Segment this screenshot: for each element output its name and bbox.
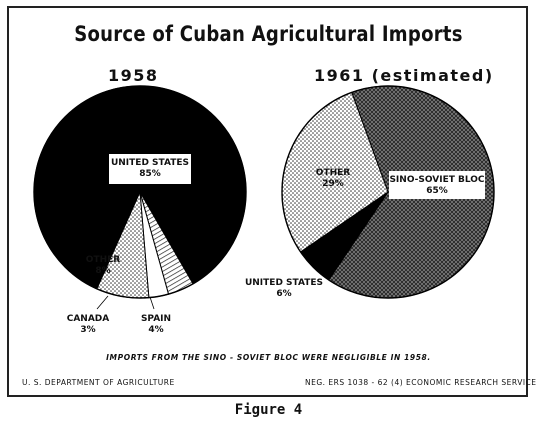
- footnote: IMPORTS FROM THE SINO - SOVIET BLOC WERE…: [106, 353, 431, 362]
- pie-1958-label-united-states: UNITED STATES 85%: [111, 158, 189, 179]
- pie-1961-title: 1961 (estimated): [314, 66, 494, 85]
- pie-1961-label-sino-soviet-bloc: SINO-SOVIET BLOC 65%: [389, 175, 484, 196]
- pie-1958-label-other: OTHER 8%: [86, 255, 120, 276]
- pie-1958-leader-spain: [149, 296, 155, 310]
- chart-title: Source of Cuban Agricultural Imports: [74, 22, 463, 46]
- pie-1961-label-other: OTHER 29%: [316, 168, 350, 189]
- pie-1958-title: 1958: [108, 66, 159, 85]
- pie-1958-leader-canada: [96, 295, 109, 310]
- pie-1961-label-box-sino-soviet: [389, 171, 485, 199]
- pie-1958-label-spain: SPAIN 4%: [141, 314, 171, 335]
- pie-1958-outline: [33, 85, 247, 299]
- figure-caption: Figure 4: [234, 402, 303, 418]
- pie-1958-label-canada: CANADA 3%: [67, 314, 110, 335]
- footer-left: U. S. DEPARTMENT OF AGRICULTURE: [22, 378, 175, 387]
- chart-frame: [7, 6, 528, 397]
- pie-1958: UNITED STATES 85% OTHER 8% CANADA 3% SPAIN 4%: [33, 85, 247, 335]
- pie-1961: OTHER 29% SINO-SOVIET BLOC 65% UNITED STATES…: [245, 85, 495, 299]
- pie-1961-label-united-states: UNITED STATES 6%: [245, 278, 323, 299]
- pie-1958-label-box-united-states: [109, 154, 191, 184]
- footer-right: NEG. ERS 1038 - 62 (4) ECONOMIC RESEARCH…: [305, 378, 537, 387]
- pie-1961-outline: [281, 85, 495, 299]
